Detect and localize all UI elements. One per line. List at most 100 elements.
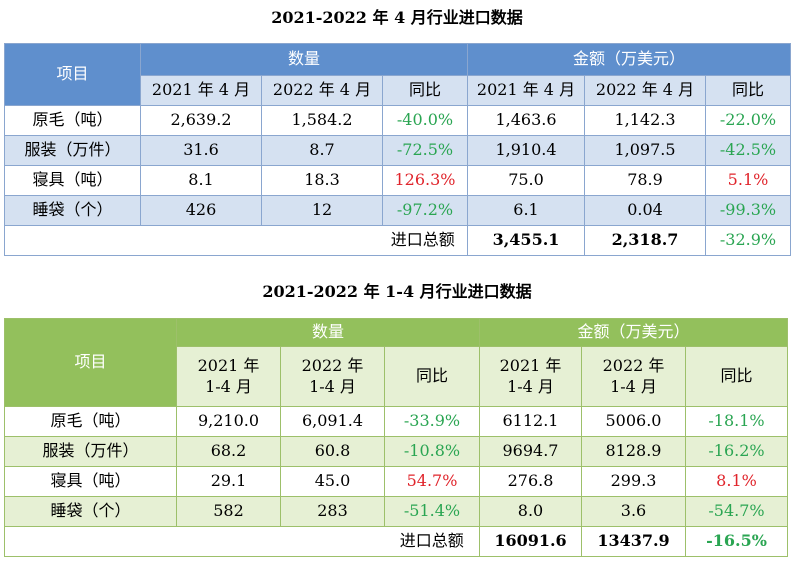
total-label: 进口总额: [382, 225, 468, 256]
table2-header-amount: 金额（万美元）: [479, 318, 788, 347]
total-amt-yoy: -32.9%: [705, 225, 791, 256]
table1-header-qty-yoy: 同比: [382, 75, 468, 106]
total-row: 进口总额 16091.6 13437.9 -16.5%: [4, 526, 788, 557]
total-row: 进口总额 3,455.1 2,318.7 -32.9%: [4, 225, 791, 256]
qty-2022: 60.8: [280, 436, 385, 467]
qty-2022: 1,584.2: [261, 105, 383, 136]
qty-yoy: -72.5%: [382, 135, 468, 166]
qty-yoy: -10.8%: [384, 436, 480, 467]
row-label: 服装（万件）: [4, 436, 177, 467]
qty-2022: 45.0: [280, 466, 385, 497]
table1-header-amount: 金额（万美元）: [467, 43, 791, 76]
qty-2021: 68.2: [176, 436, 281, 467]
total-amt-2021: 16091.6: [479, 526, 582, 557]
qty-2022: 283: [280, 496, 385, 527]
table1-header-item: 项目: [4, 43, 141, 106]
amt-yoy: -54.7%: [685, 496, 788, 527]
qty-yoy: -51.4%: [384, 496, 480, 527]
qty-2022: 6,091.4: [280, 406, 385, 437]
row-label: 睡袋（个）: [4, 195, 141, 226]
amt-2021: 1,910.4: [467, 135, 585, 166]
amt-yoy: -16.2%: [685, 436, 788, 467]
qty-yoy: -33.9%: [384, 406, 480, 437]
qty-2022: 18.3: [261, 165, 383, 196]
table2-header-amt-2022: 2022 年 1-4 月: [581, 346, 686, 407]
amt-yoy: -22.0%: [705, 105, 791, 136]
amt-2021: 1,463.6: [467, 105, 585, 136]
qty-yoy: 126.3%: [382, 165, 468, 196]
amt-yoy: -18.1%: [685, 406, 788, 437]
header-line-1: 2022 年: [602, 355, 665, 375]
row-label: 寝具（吨）: [4, 466, 177, 497]
table1-header-qty-2021: 2021 年 4 月: [140, 75, 262, 106]
table2-header-qty-yoy: 同比: [384, 346, 480, 407]
qty-2021: 9,210.0: [176, 406, 281, 437]
table-row: 寝具（吨） 8.1 18.3 126.3% 75.0 78.9 5.1%: [4, 165, 791, 196]
qty-2021: 8.1: [140, 165, 262, 196]
amt-2021: 6.1: [467, 195, 585, 226]
header-line-1: 2021 年: [197, 355, 260, 375]
qty-2022: 8.7: [261, 135, 383, 166]
total-amt-yoy: -16.5%: [685, 526, 788, 557]
table1-header-amt-yoy: 同比: [705, 75, 791, 106]
amt-2022: 1,097.5: [584, 135, 706, 166]
amt-2021: 276.8: [479, 466, 582, 497]
header-line-2: 1-4 月: [610, 376, 657, 396]
qty-2021: 426: [140, 195, 262, 226]
table1-header-quantity: 数量: [140, 43, 468, 76]
total-amt-2022: 13437.9: [581, 526, 686, 557]
header-line-2: 1-4 月: [309, 376, 356, 396]
amt-2022: 0.04: [584, 195, 706, 226]
table1-header-qty-2022: 2022 年 4 月: [261, 75, 383, 106]
amt-2021: 6112.1: [479, 406, 582, 437]
qty-2021: 31.6: [140, 135, 262, 166]
amt-2022: 5006.0: [581, 406, 686, 437]
qty-2021: 29.1: [176, 466, 281, 497]
table-row: 服装（万件） 68.2 60.8 -10.8% 9694.7 8128.9 -1…: [4, 436, 788, 467]
table1-header-amt-2022: 2022 年 4 月: [584, 75, 706, 106]
row-label: 睡袋（个）: [4, 496, 177, 527]
table-row: 原毛（吨） 9,210.0 6,091.4 -33.9% 6112.1 5006…: [4, 406, 788, 437]
amt-2022: 299.3: [581, 466, 686, 497]
table2-header-qty-2021: 2021 年 1-4 月: [176, 346, 281, 407]
table1-title: 2021-2022 年 4 月行业进口数据: [271, 8, 523, 27]
header-line-1: 2021 年: [499, 355, 562, 375]
row-label: 服装（万件）: [4, 135, 141, 166]
amt-yoy: 8.1%: [685, 466, 788, 497]
row-label: 寝具（吨）: [4, 165, 141, 196]
table2-header-amt-yoy: 同比: [685, 346, 788, 407]
amt-yoy: -42.5%: [705, 135, 791, 166]
table-row: 原毛（吨） 2,639.2 1,584.2 -40.0% 1,463.6 1,1…: [4, 105, 791, 136]
table2-title: 2021-2022 年 1-4 月行业进口数据: [262, 282, 532, 301]
total-amt-2021: 3,455.1: [467, 225, 585, 256]
table-row: 寝具（吨） 29.1 45.0 54.7% 276.8 299.3 8.1%: [4, 466, 788, 497]
qty-yoy: -97.2%: [382, 195, 468, 226]
table-row: 睡袋（个） 426 12 -97.2% 6.1 0.04 -99.3%: [4, 195, 791, 226]
amt-2021: 9694.7: [479, 436, 582, 467]
qty-2021: 582: [176, 496, 281, 527]
amt-2022: 1,142.3: [584, 105, 706, 136]
qty-2021: 2,639.2: [140, 105, 262, 136]
table-row: 服装（万件） 31.6 8.7 -72.5% 1,910.4 1,097.5 -…: [4, 135, 791, 166]
table2-header-item: 项目: [4, 318, 177, 407]
amt-2022: 78.9: [584, 165, 706, 196]
row-label: 原毛（吨）: [4, 105, 141, 136]
header-line-1: 2022 年: [301, 355, 364, 375]
table1: 项目 数量 金额（万美元） 2021 年 4 月 2022 年 4 月 同比 2…: [4, 43, 791, 256]
row-label: 原毛（吨）: [4, 406, 177, 437]
amt-2021: 75.0: [467, 165, 585, 196]
amt-yoy: 5.1%: [705, 165, 791, 196]
table2: 项目 数量 金额（万美元） 2021 年 1-4 月 2022 年 1-4 月 …: [4, 318, 788, 557]
amt-yoy: -99.3%: [705, 195, 791, 226]
total-amt-2022: 2,318.7: [584, 225, 706, 256]
amt-2022: 3.6: [581, 496, 686, 527]
qty-2022: 12: [261, 195, 383, 226]
table-row: 睡袋（个） 582 283 -51.4% 8.0 3.6 -54.7%: [4, 496, 788, 527]
qty-yoy: 54.7%: [384, 466, 480, 497]
header-line-2: 1-4 月: [507, 376, 554, 396]
total-label: 进口总额: [384, 526, 480, 557]
table2-header-qty-2022: 2022 年 1-4 月: [280, 346, 385, 407]
qty-yoy: -40.0%: [382, 105, 468, 136]
amt-2021: 8.0: [479, 496, 582, 527]
